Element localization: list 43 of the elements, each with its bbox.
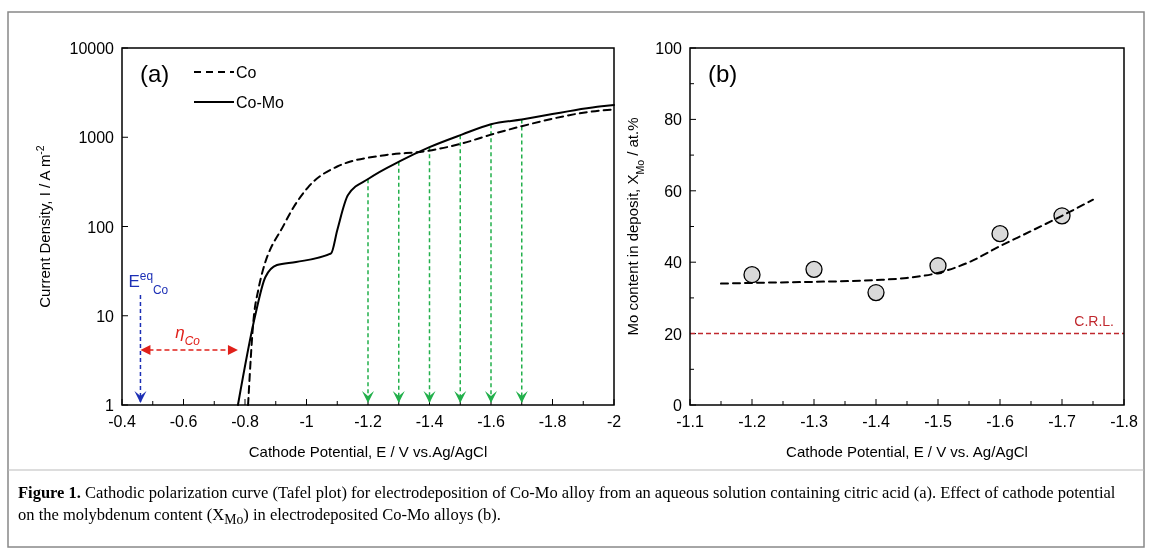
y-tick-label: 20 [664, 325, 683, 343]
x-tick-label: -1.6 [986, 413, 1014, 430]
y-tick-label: 1 [105, 397, 115, 414]
y-tick-label: 100 [87, 218, 115, 236]
y-tick-label: 80 [664, 111, 683, 129]
x-tick-label: -1.5 [924, 413, 952, 430]
y-tick-label: 10000 [69, 40, 115, 57]
point [929, 257, 947, 275]
legend-label: Co [236, 64, 257, 81]
annotation: η$_{Co}$ [175, 323, 201, 348]
point [867, 283, 885, 302]
x-tick-label: -1.2 [354, 413, 382, 430]
x-tick-label: -1.4 [862, 413, 890, 430]
y-tick-label: 1000 [78, 129, 115, 147]
legend-label: Co-Mo [236, 94, 285, 111]
x-axis-title: Cathode Potential, E / V vs.Ag/AgCl [248, 443, 488, 460]
y-tick-label: 10 [96, 307, 115, 325]
x-tick-label: -1.4 [415, 413, 444, 430]
y-tick-label: 100 [655, 40, 683, 57]
x-tick-label: -0.6 [169, 413, 198, 430]
x-tick-label: -1.6 [477, 413, 505, 430]
x-tick-label: -1.8 [538, 413, 567, 430]
x-axis-title: Cathode Potential, E / V vs. Ag/AgCl [786, 443, 1028, 460]
text: (a) [140, 60, 170, 87]
y-tick-label: 0 [673, 397, 683, 414]
x-tick-label: -0.8 [231, 413, 259, 430]
x-tick-label: -1.1 [676, 413, 704, 430]
point [743, 266, 761, 284]
y-tick-label: 60 [664, 182, 683, 200]
x-tick-label: -1 [299, 413, 314, 430]
text: (b) [708, 60, 738, 87]
x-tick-label: -1.8 [1110, 413, 1138, 430]
x-tick-label: -2 [606, 413, 622, 430]
x-tick-label: -1.3 [800, 413, 828, 430]
x-tick-label: -1.7 [1048, 413, 1076, 430]
ref-line-label: C.R.L. [1074, 312, 1114, 329]
y-tick-label: 40 [664, 254, 683, 272]
line-series [720, 198, 1094, 285]
x-tick-label: -1.2 [738, 413, 766, 430]
point [991, 224, 1009, 243]
point [805, 260, 823, 278]
x-tick-label: -0.4 [108, 413, 136, 430]
caption: Figure 1. Cathodic polarization curve (Tafel plot) for electrodeposition of Co-Mo alloy from an aqueous solution containing citric acid (a). Effect of cathode potential on the molybdenum content (X$_{Mo}$) in electrodeposited Co-Mo alloys (b). [18, 483, 1116, 528]
